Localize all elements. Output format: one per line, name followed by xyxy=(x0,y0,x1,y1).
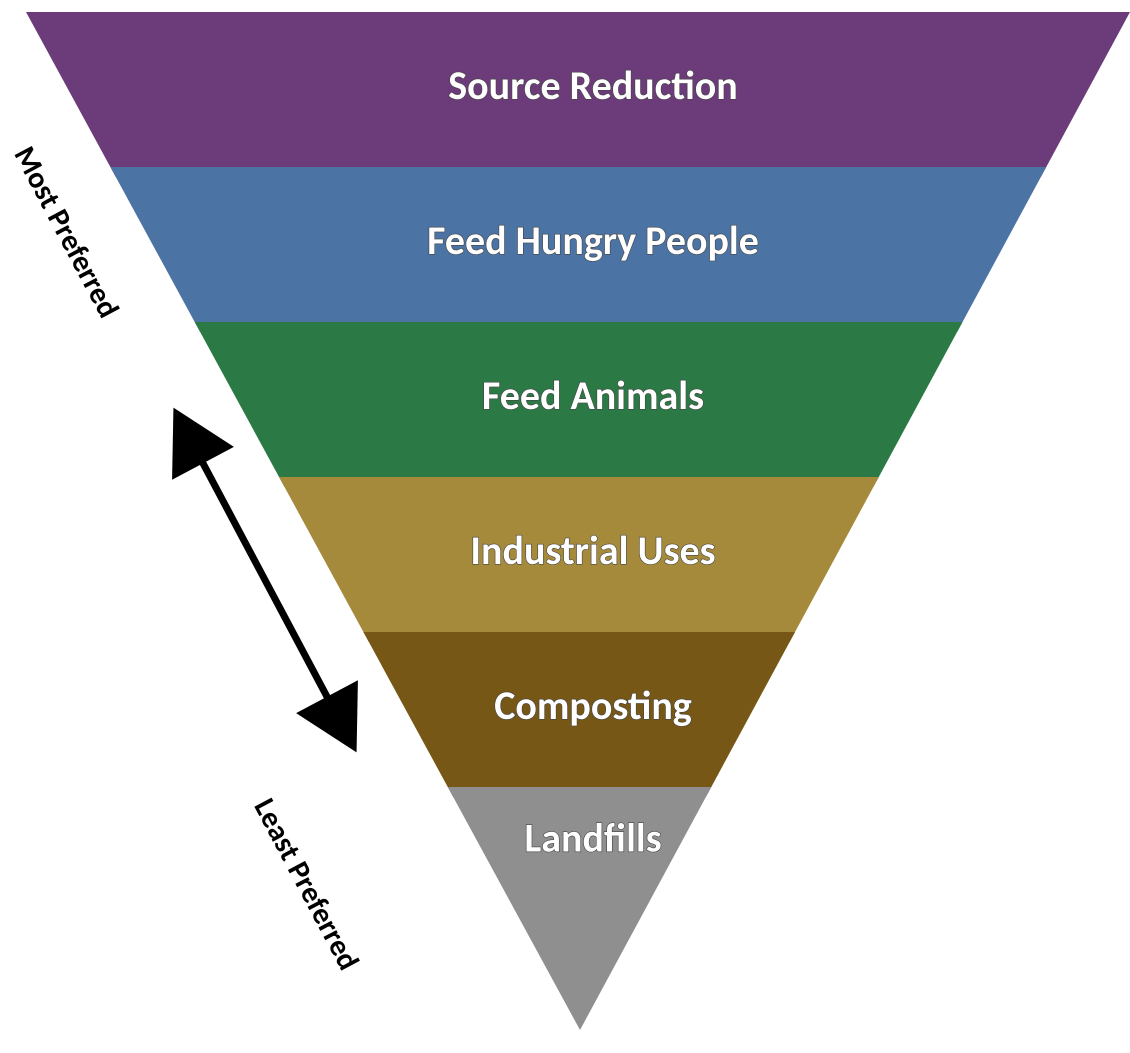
least-preferred-label: Least Preferred xyxy=(246,792,367,976)
food-recovery-hierarchy: Source Reduction Feed Hungry People Feed A… xyxy=(0,0,1130,1048)
pyramid-tier-label-4: Composting xyxy=(494,681,692,730)
pyramid-tier-label-0: Source Reduction xyxy=(448,61,738,110)
pyramid-tier-label-3: Industrial Uses xyxy=(470,526,715,575)
pyramid-tier-label-2: Feed Animals xyxy=(482,371,704,420)
pyramid-tier-label-1: Feed Hungry People xyxy=(427,216,759,265)
most-preferred-label: Most Preferred xyxy=(6,140,127,324)
pyramid-svg: Source Reduction Feed Hungry People Feed A… xyxy=(0,0,1130,1048)
pyramid-tier-label-5: Landfills xyxy=(524,814,661,863)
